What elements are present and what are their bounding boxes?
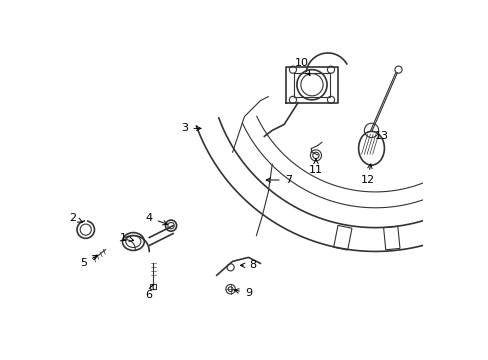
Text: 11: 11 (308, 159, 322, 175)
Bar (383, 226, 399, 250)
Text: 7: 7 (265, 175, 291, 185)
Bar (150, 284, 156, 289)
Text: 1: 1 (120, 233, 133, 243)
Text: 6: 6 (145, 285, 153, 300)
Text: 5: 5 (80, 255, 97, 268)
Text: 8: 8 (240, 260, 256, 270)
Text: 4: 4 (145, 213, 167, 225)
Bar (333, 225, 351, 250)
Text: 2: 2 (69, 213, 82, 223)
Text: 3: 3 (181, 123, 201, 134)
Text: 13: 13 (374, 131, 387, 141)
Text: 12: 12 (360, 164, 374, 185)
Text: 10: 10 (294, 58, 309, 76)
Text: 9: 9 (234, 288, 251, 298)
Bar (427, 211, 448, 237)
